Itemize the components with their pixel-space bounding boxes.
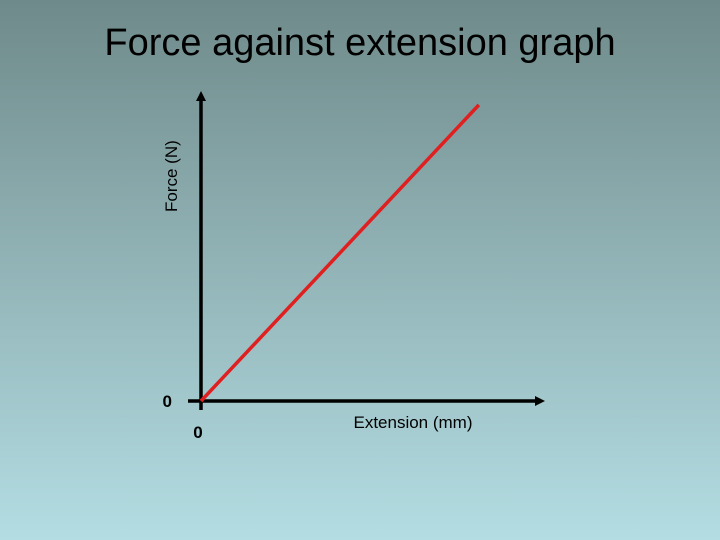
y-axis-label: Force (N): [162, 140, 181, 212]
chart-title: Force against extension graph: [104, 22, 616, 64]
y-tick-label-0: 0: [163, 392, 172, 411]
x-tick-label-0: 0: [193, 423, 202, 442]
x-axis-label: Extension (mm): [353, 413, 472, 432]
force-extension-line: [199, 103, 481, 403]
